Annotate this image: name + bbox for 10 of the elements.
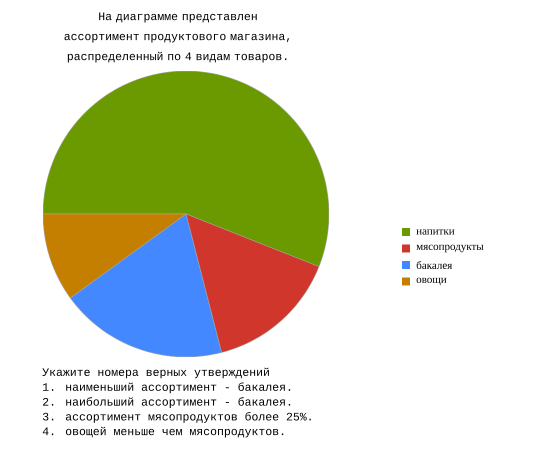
text: 1. наименьший ассортимент - бакалея. (43, 382, 290, 394)
text: 3. ассортимент мясопродуктов более 25%. (42, 412, 311, 423)
legend-label: овощи (416, 278, 446, 286)
legend-label: бакалея (416, 260, 452, 269)
text: 2. наибольший ассортимент - бакалея. (43, 397, 290, 408)
legend-label: напитки (416, 229, 454, 235)
text: Укажите номера верных утверждений (42, 368, 269, 378)
text: 4. овощей меньше чем мясопродуктов. (42, 426, 284, 438)
legend-label: мясопродукты (416, 244, 484, 252)
chart-title: На диаграмме представлен ассортимент продуктового магазина, распределенный по 4 видам товаров. (64, 12, 290, 62)
